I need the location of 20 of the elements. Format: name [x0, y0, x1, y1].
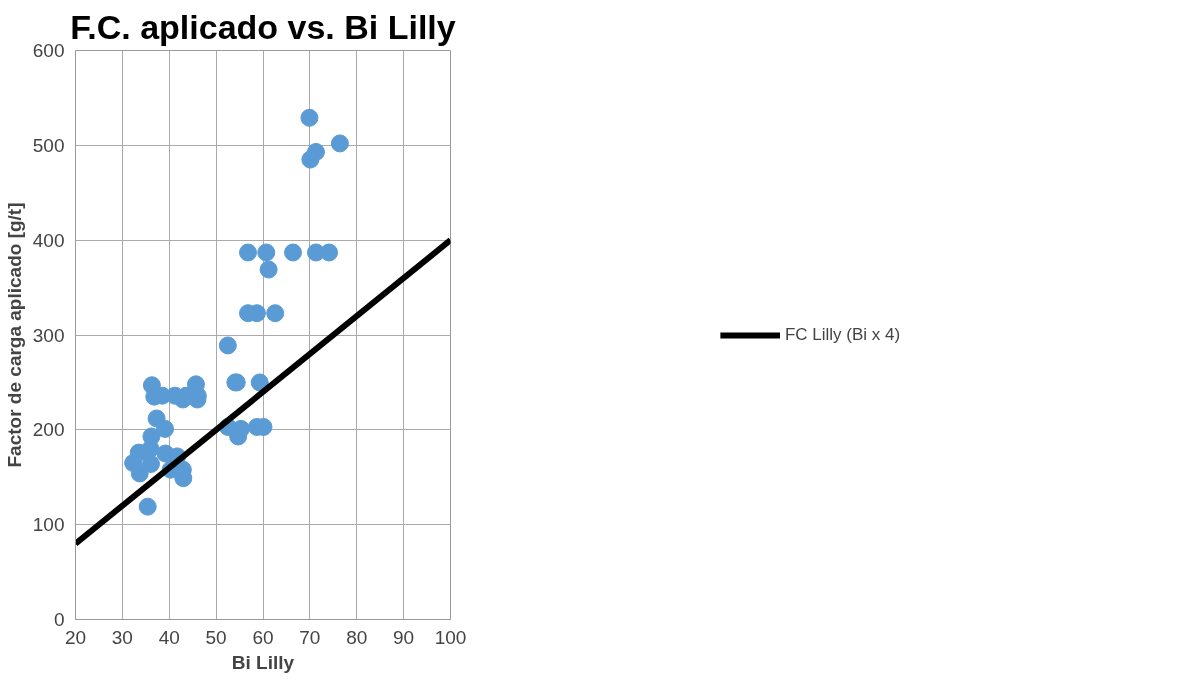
- y-tick-label: 200: [32, 419, 65, 441]
- y-axis-title: Factor de carga aplicado [g/t]: [3, 202, 25, 468]
- x-tick-label: 100: [434, 626, 467, 648]
- x-axis-title: Bi Lilly: [231, 651, 295, 673]
- y-tick-label: 0: [53, 609, 65, 630]
- x-tick-label: 20: [64, 626, 87, 648]
- x-tick-label: 40: [158, 626, 180, 648]
- x-tick-label: 50: [205, 626, 227, 648]
- x-tick-label: 90: [393, 626, 415, 648]
- y-tick-label: 500: [32, 134, 65, 156]
- x-tick-label: 80: [346, 626, 368, 648]
- x-tick-label: 70: [299, 626, 321, 648]
- x-tick-label: 60: [252, 626, 274, 648]
- y-tick-label: 100: [32, 514, 65, 536]
- x-tick-label: 30: [111, 626, 133, 648]
- y-tick-label: 600: [32, 40, 65, 61]
- chart-title: F.C. aplicado vs. Bi Lilly: [70, 7, 456, 46]
- y-tick-label: 300: [32, 324, 65, 346]
- legend-label: FC Lilly (Bi x 4): [784, 324, 901, 345]
- y-tick-label: 400: [32, 229, 65, 251]
